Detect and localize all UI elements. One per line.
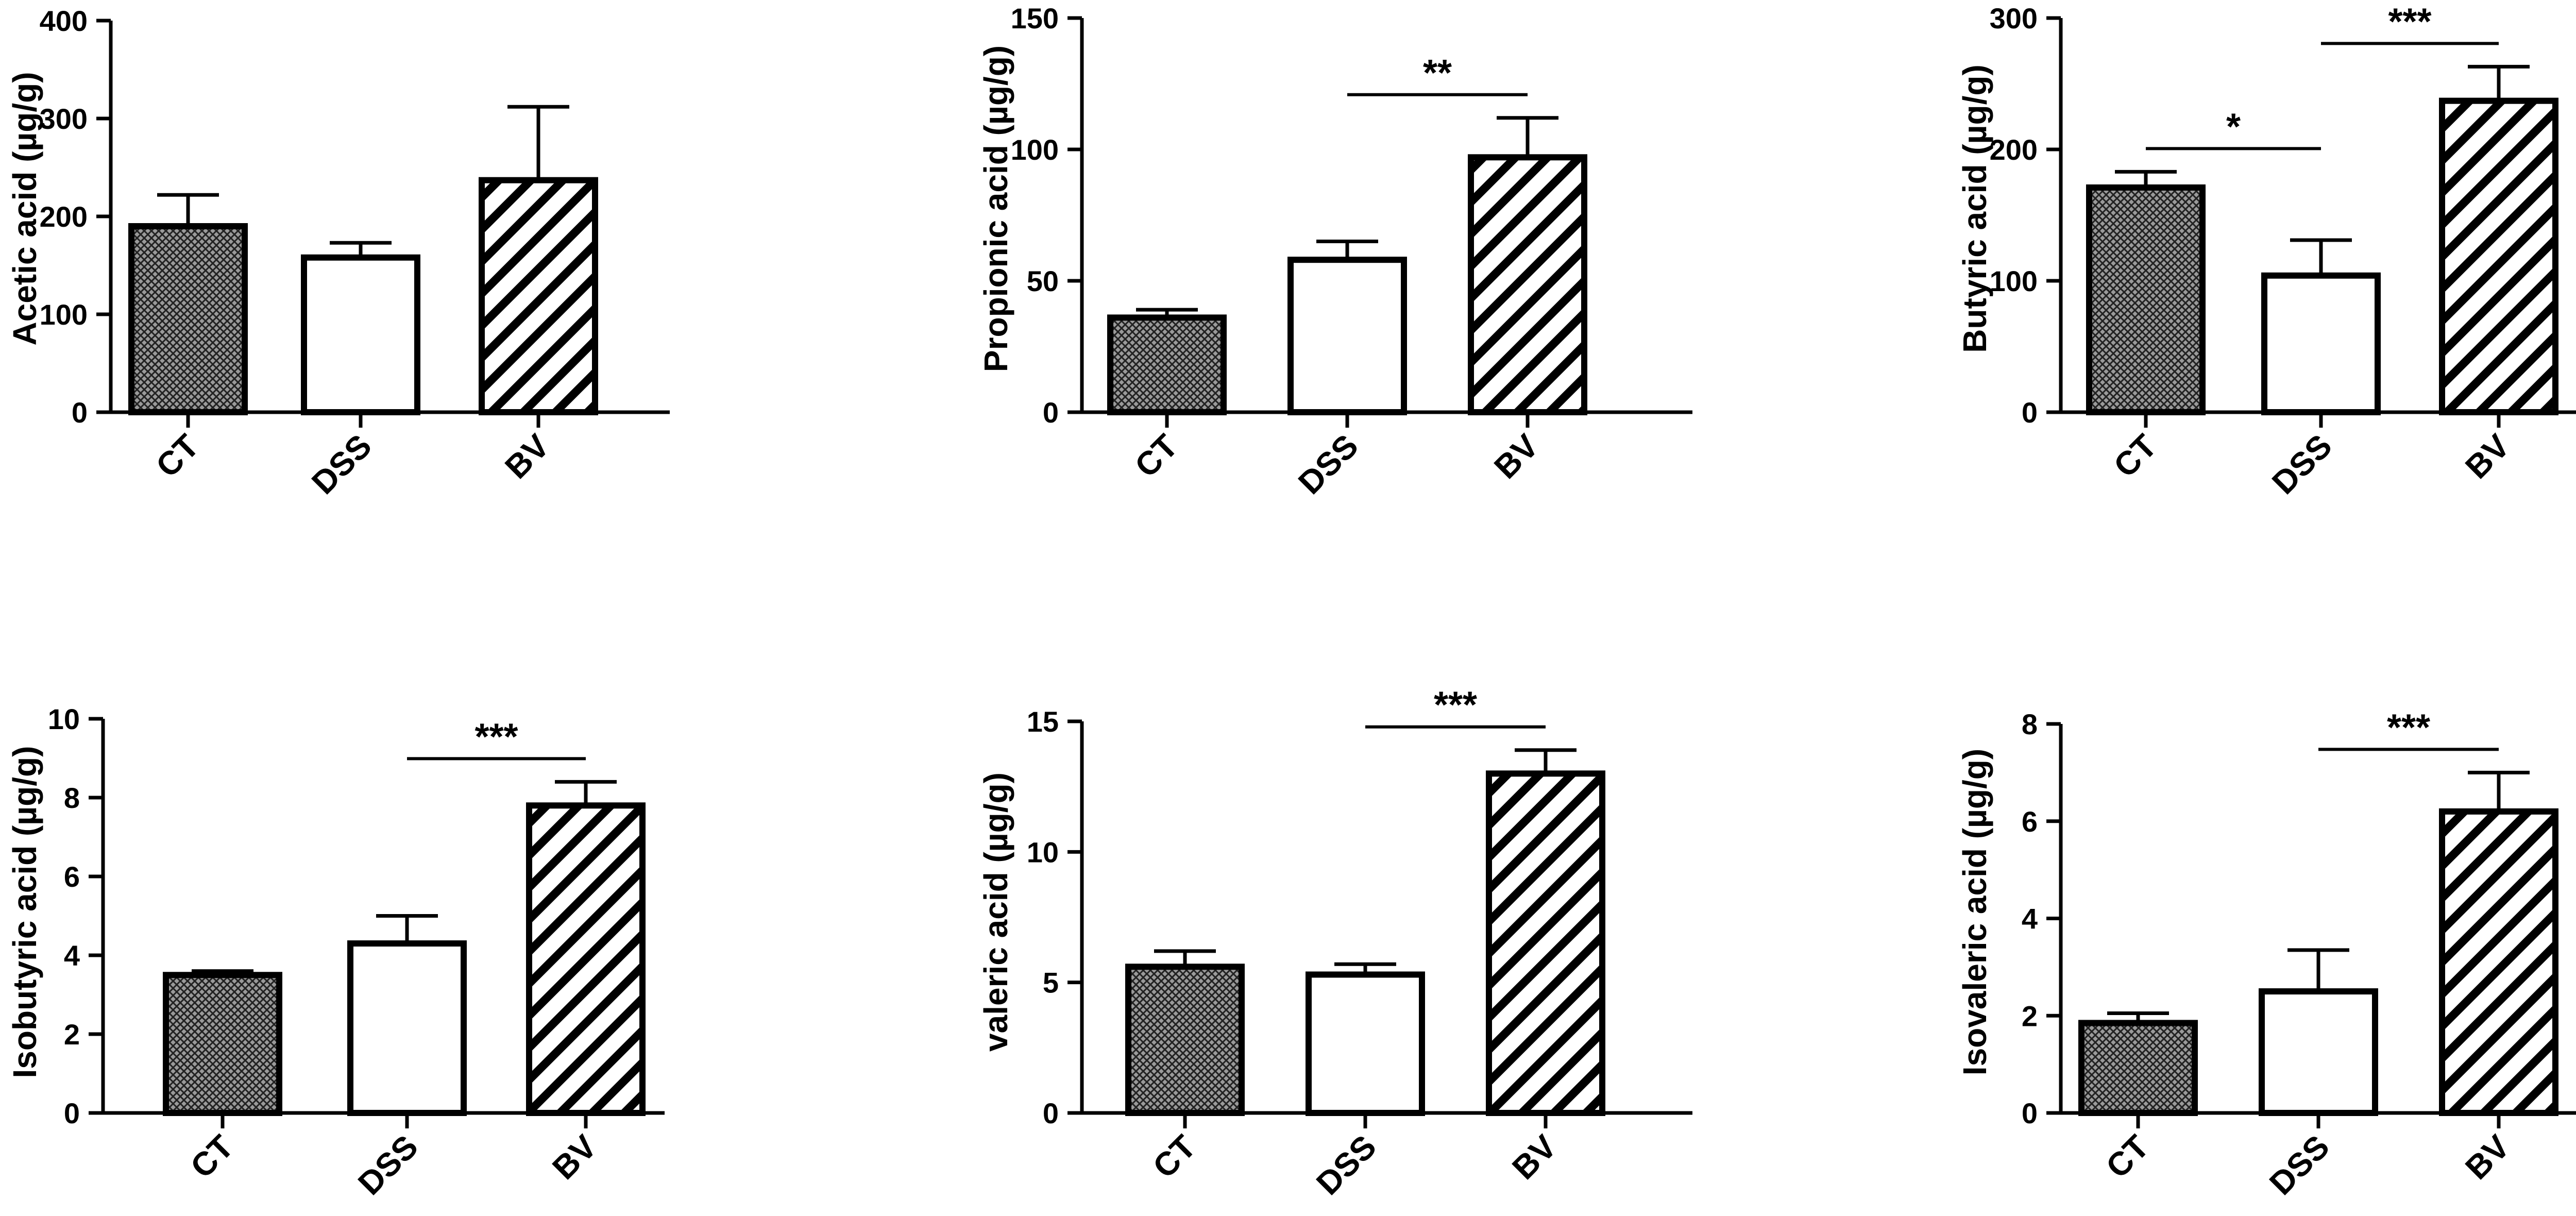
y-tick-label: 0: [1043, 396, 1059, 429]
x-tick-label: CT: [1128, 427, 1185, 484]
y-tick-label: 150: [1011, 2, 1059, 35]
y-axis-label: valeric acid (µg/g): [977, 772, 1014, 1052]
bar-bv: [526, 802, 646, 1117]
plot-area: 0 2 4 6 8 10 CT DSS BV ***: [48, 703, 665, 1202]
y-tick-label: 15: [1027, 705, 1059, 738]
y-tick-label: 0: [1043, 1097, 1059, 1129]
y-axis-label: Isovaleric acid (µg/g): [1956, 749, 1993, 1075]
y-tick-label: 10: [48, 703, 80, 735]
y-tick-label: 2: [2022, 1000, 2038, 1032]
y-tick-label: 8: [64, 782, 80, 814]
y-tick-label: 300: [40, 103, 88, 135]
x-tick-label: DSS: [2262, 1128, 2336, 1202]
plot-area: 0 50 100 150 CT DSS BV **: [1011, 2, 1692, 501]
plot-area: 0 100 200 300 400 CT DSS BV: [40, 5, 670, 501]
significance-label: *: [2226, 106, 2241, 147]
bar-dss: [2261, 272, 2381, 415]
x-tick-label: CT: [183, 1128, 241, 1185]
x-tick-label: BV: [2458, 427, 2517, 486]
x-tick-label: DSS: [351, 1128, 425, 1202]
y-axis-label: Propionic acid (µg/g): [977, 45, 1014, 372]
y-tick-label: 300: [1990, 2, 2038, 35]
bar-ct: [128, 223, 248, 415]
y-tick-label: 0: [64, 1097, 80, 1129]
significance-label: ***: [2387, 707, 2430, 748]
significance-label: ***: [2388, 1, 2431, 42]
y-tick-label: 100: [1011, 133, 1059, 166]
x-tick-label: BV: [2458, 1128, 2517, 1187]
x-tick-label: CT: [1146, 1128, 1203, 1185]
panel-valeric: valeric acid (µg/g) 0 5 10 15 CT DSS BV ***: [977, 685, 1692, 1202]
x-tick-label: BV: [1487, 427, 1546, 486]
bar-dss: [1287, 257, 1407, 415]
bar-ct: [2086, 184, 2206, 415]
panel-isobutyric: Isobutyric acid (µg/g) 0 2 4 6 8 10 CT DSS BV ***: [6, 703, 665, 1202]
bar-dss: [2259, 988, 2378, 1116]
significance-label: ***: [474, 716, 518, 757]
y-axis-label: Butyric acid (µg/g): [1956, 64, 1993, 353]
bar-bv: [2439, 97, 2558, 415]
y-axis-label: Acetic acid (µg/g): [6, 72, 43, 345]
x-tick-label: DSS: [304, 427, 379, 501]
y-tick-label: 5: [1043, 967, 1059, 999]
bar-ct: [1125, 964, 1245, 1117]
y-tick-label: 100: [40, 298, 88, 331]
y-tick-label: 6: [2022, 805, 2038, 838]
y-tick-label: 0: [2022, 1097, 2038, 1129]
y-axis-label: Isobutyric acid (µg/g): [6, 746, 43, 1078]
x-tick-label: DSS: [1291, 427, 1365, 501]
plot-area: 0 5 10 15 CT DSS BV ***: [1027, 685, 1692, 1202]
x-tick-label: BV: [498, 427, 556, 486]
y-tick-label: 8: [2022, 708, 2038, 740]
bar-ct: [163, 972, 282, 1116]
panel-acetic: Acetic acid (µg/g) 0 100 200 300 400 CT DSS BV: [6, 5, 670, 501]
plot-area: 0 2 4 6 8 CT DSS BV ***: [2022, 707, 2576, 1202]
x-tick-label: BV: [1505, 1128, 1564, 1187]
panel-propionic: Propionic acid (µg/g) 0 50 100 150 CT DSS BV **: [977, 2, 1692, 501]
y-tick-label: 400: [40, 5, 88, 37]
x-tick-label: DSS: [2265, 427, 2339, 501]
significance-label: **: [1423, 53, 1452, 94]
bar-ct: [2078, 1020, 2198, 1116]
bar-bv: [2439, 808, 2558, 1116]
y-tick-label: 6: [64, 860, 80, 893]
significance-label: ***: [1434, 685, 1477, 726]
x-tick-label: CT: [149, 427, 206, 484]
bar-ct: [1107, 314, 1227, 416]
y-tick-label: 4: [64, 939, 80, 972]
y-tick-label: 10: [1027, 836, 1059, 868]
y-tick-label: 200: [1990, 133, 2038, 166]
y-tick-label: 2: [64, 1018, 80, 1051]
y-tick-label: 0: [72, 396, 88, 429]
bar-dss: [1306, 971, 1425, 1116]
y-tick-label: 100: [1990, 265, 2038, 297]
x-tick-label: DSS: [1309, 1128, 1383, 1202]
bar-dss: [347, 940, 467, 1117]
x-tick-label: CT: [2099, 1128, 2156, 1185]
y-tick-label: 4: [2022, 903, 2038, 935]
x-tick-label: BV: [545, 1128, 604, 1187]
bar-dss: [301, 254, 420, 415]
bar-bv: [1468, 154, 1587, 415]
x-tick-label: CT: [2107, 427, 2164, 484]
bar-bv: [1486, 770, 1605, 1117]
bar-bv: [479, 177, 598, 415]
y-tick-label: 200: [40, 200, 88, 233]
y-tick-label: 50: [1027, 265, 1059, 297]
y-tick-label: 0: [2022, 396, 2038, 429]
panel-isovaleric: Isovaleric acid (µg/g) 0 2 4 6 8 CT DSS BV ***: [1956, 707, 2576, 1202]
